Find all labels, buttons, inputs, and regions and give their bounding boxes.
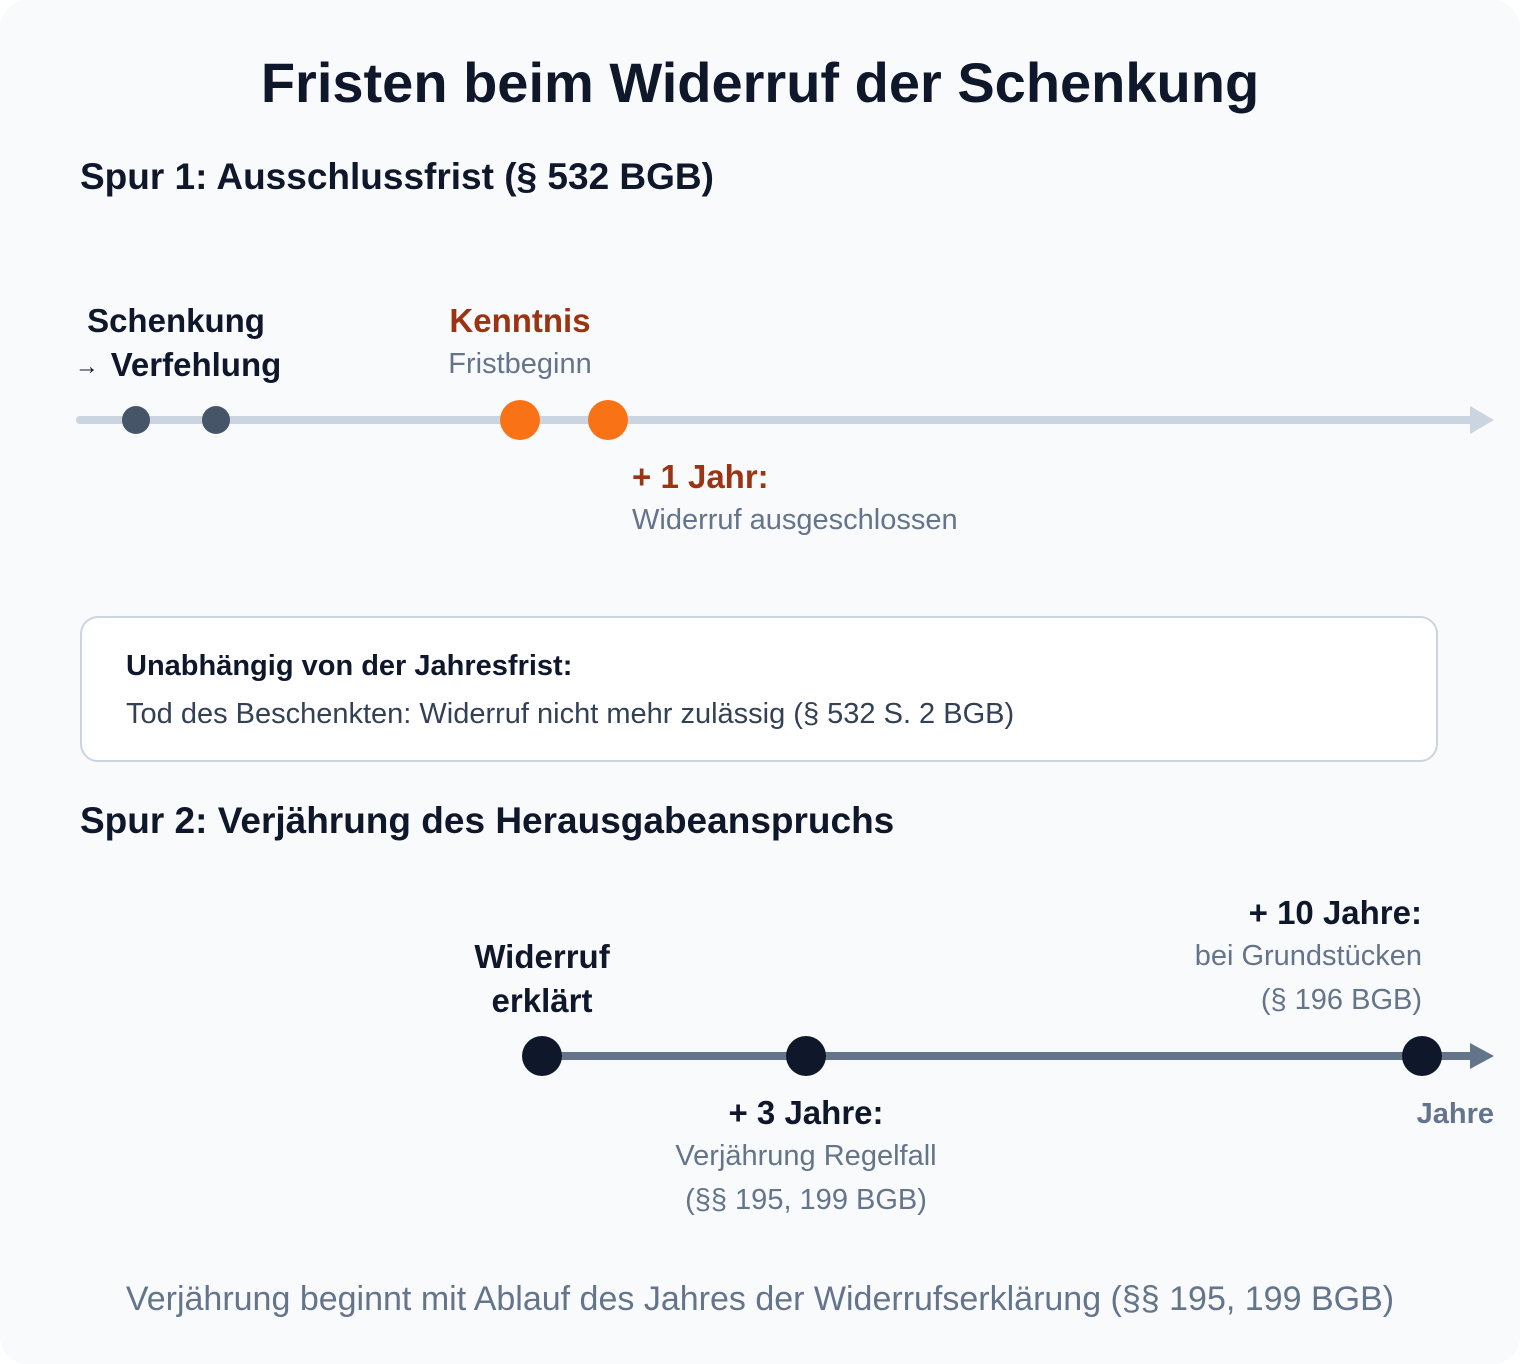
label-plus-one-year: + 1 Jahr: [632, 458, 769, 495]
dot-kenntnis [500, 400, 540, 440]
label-ten-years: + 10 Jahre: [1248, 894, 1422, 931]
label-three-years-sub2: (§§ 195, 199 BGB) [685, 1184, 927, 1216]
lane2-axis-arrowhead [1470, 1043, 1494, 1069]
arrow-right-icon: → [74, 353, 99, 381]
dot-schenkung [122, 406, 150, 434]
label-schenkung: Schenkung [87, 302, 265, 339]
label-widerruf-ausgeschlossen: Widerruf ausgeschlossen [632, 504, 958, 536]
dot-verfehlung [202, 406, 230, 434]
dot-three-years [786, 1036, 826, 1076]
info-box-text: Tod des Beschenkten: Widerruf nicht mehr… [126, 698, 1015, 730]
label-widerruf-line1: Widerruf [474, 938, 610, 975]
lane2-heading: Spur 2: Verjährung des Herausgabeanspruc… [80, 800, 895, 841]
lane1-heading: Spur 1: Ausschlussfrist (§ 532 BGB) [80, 156, 714, 197]
dot-ten-years [1402, 1036, 1442, 1076]
info-box-heading: Unabhängig von der Jahresfrist: [126, 650, 573, 682]
page-title: Fristen beim Widerruf der Schenkung [260, 51, 1260, 114]
label-verfehlung: → Verfehlung [75, 346, 282, 384]
label-three-years-sub1: Verjährung Regelfall [675, 1140, 937, 1172]
label-ten-years-sub1: bei Grundstücken [1194, 940, 1422, 972]
label-fristbeginn: Fristbeginn [448, 348, 592, 380]
lane1-axis-arrowhead [1470, 406, 1494, 434]
dot-widerruf [522, 1036, 562, 1076]
label-kenntnis: Kenntnis [449, 302, 591, 339]
label-widerruf-line2: erklärt [491, 982, 593, 1019]
label-three-years: + 3 Jahre: [728, 1094, 884, 1131]
label-ten-years-sub2: (§ 196 BGB) [1260, 984, 1422, 1016]
label-verfehlung-text: Verfehlung [110, 346, 282, 383]
info-box: Unabhängig von der Jahresfrist: Tod des … [80, 616, 1438, 762]
dot-one-year [588, 400, 628, 440]
lane2-axis-label: Jahre [1416, 1098, 1494, 1130]
footnote: Verjährung beginnt mit Ablauf des Jahres… [125, 1280, 1395, 1318]
